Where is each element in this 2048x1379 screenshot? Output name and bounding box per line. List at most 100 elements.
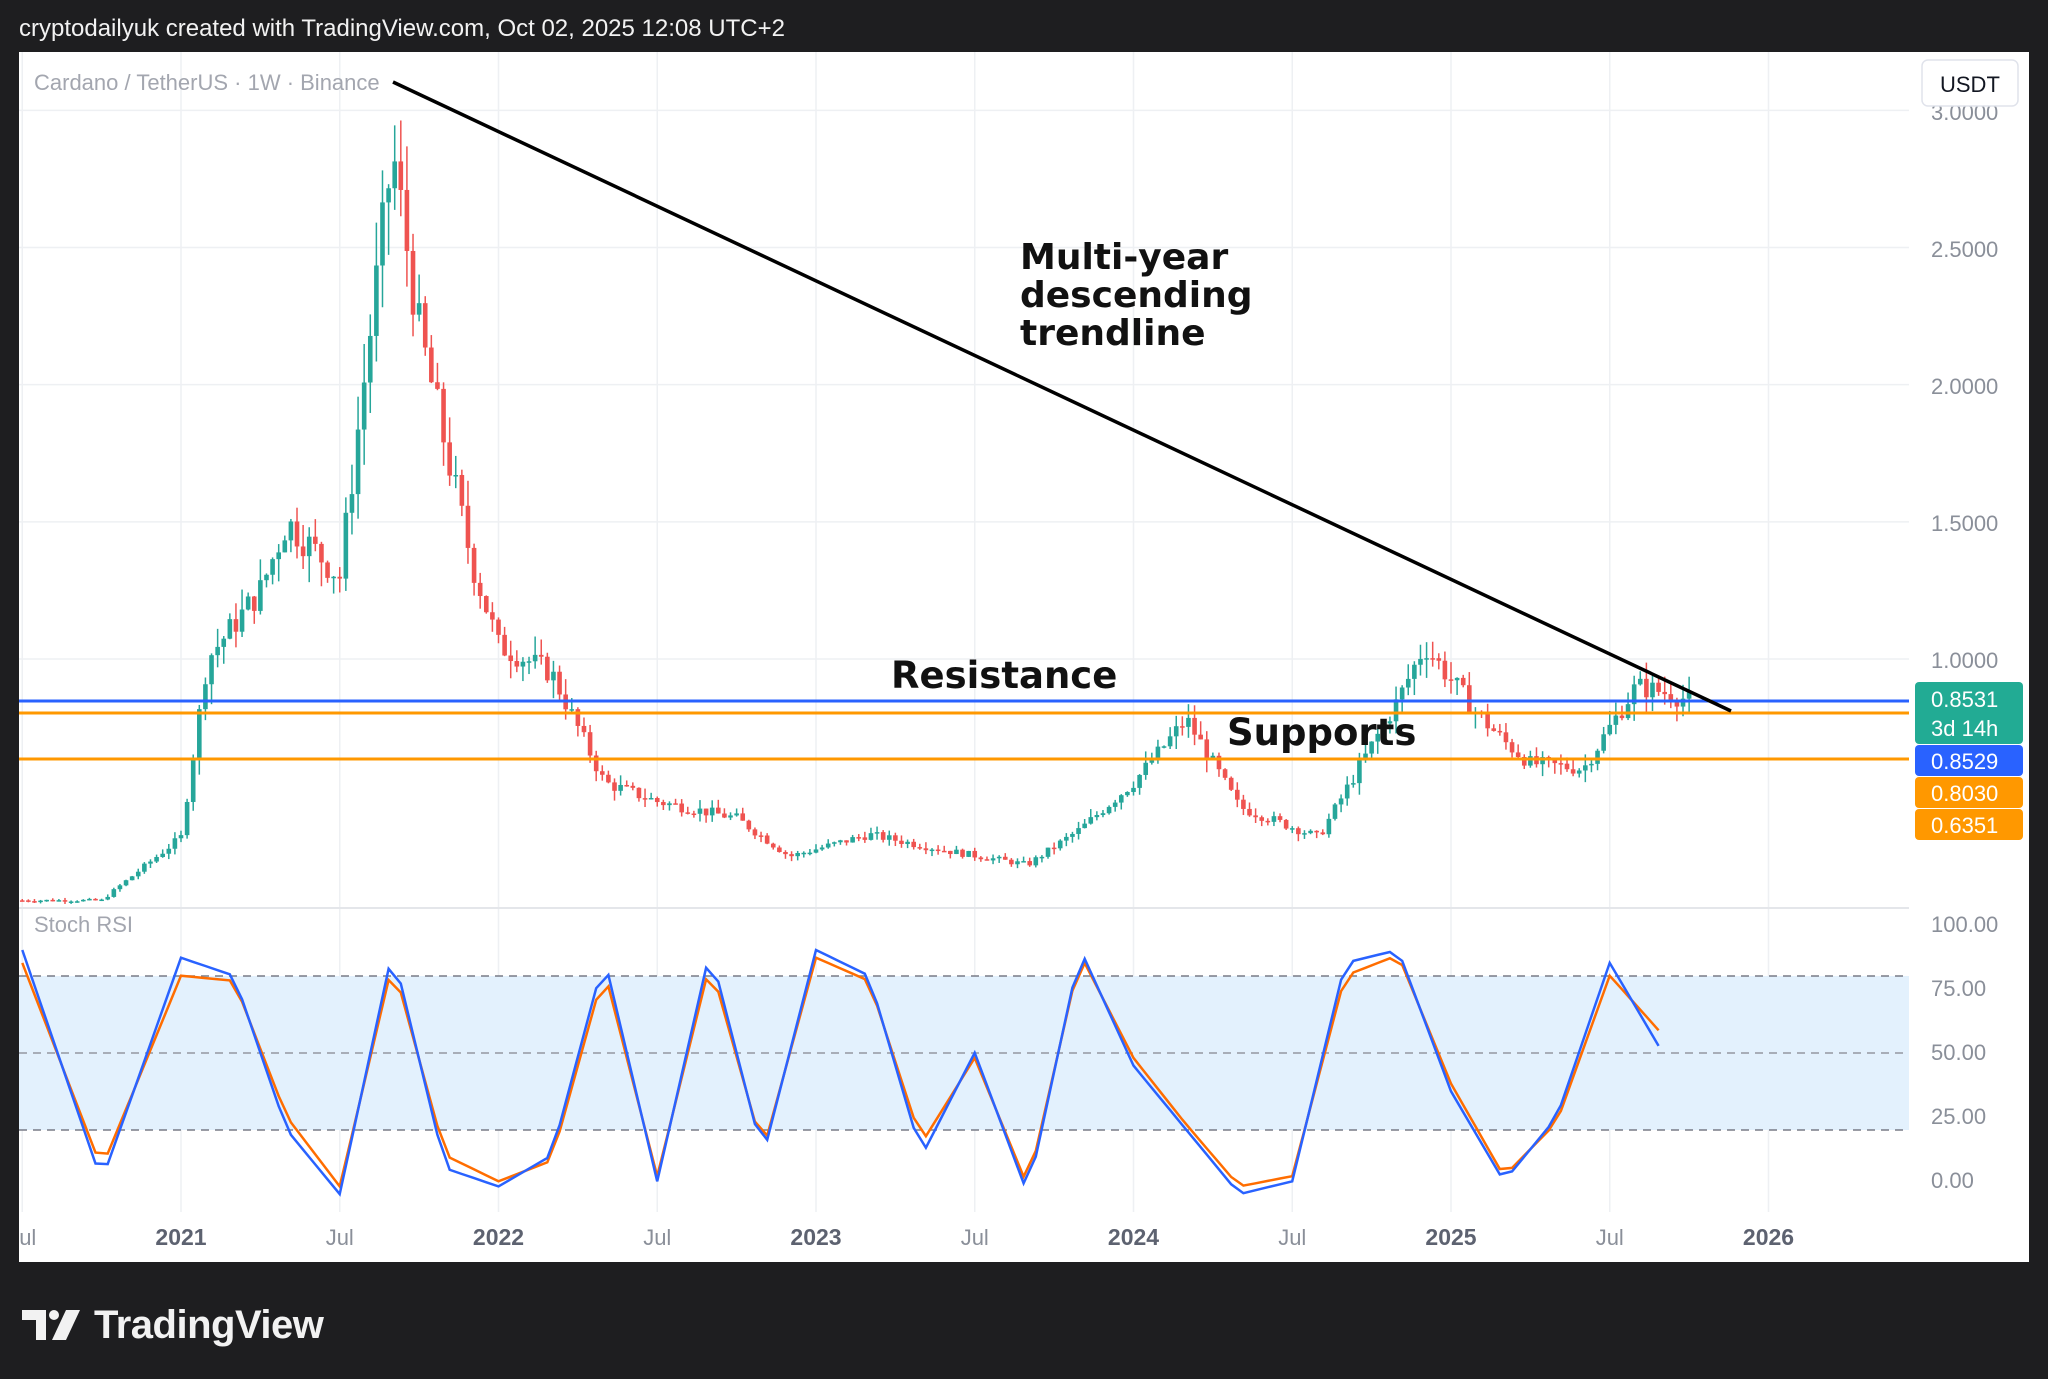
time-axis-label: 2025 [1425,1224,1476,1250]
candle-body [807,852,813,855]
stoch-tick: 100.00 [1931,912,1998,937]
chart-frame: 3.0000 2.5000 2.0000 1.5000 1.0000 100.0… [19,52,2029,1262]
stoch-k-line [21,948,1660,1197]
candle-body [1631,684,1637,705]
candle-body [1601,734,1606,751]
candle-body [1418,658,1423,665]
candle-body [1491,728,1497,731]
candle-body [477,582,483,597]
candle-body [1241,799,1246,809]
supports-annotation: Supports [1227,711,1416,754]
candle-body [81,899,86,902]
last-price: 0.8531 [1931,687,1998,712]
candle-body [1021,861,1026,863]
candle-body [1650,682,1655,698]
candle-body [1521,757,1527,766]
candle-body [294,521,300,547]
candle-body [1332,804,1338,819]
candle-body [795,852,800,857]
candle-body [1253,815,1258,818]
candle-body [1277,816,1283,820]
candle-body [160,853,165,858]
tradingview-logo-text: TradingView [94,1302,324,1347]
candle-body [270,559,275,575]
candle-body [1033,857,1039,866]
candle-body [716,807,721,814]
candle-body [1283,819,1289,829]
candle-body [1369,741,1374,754]
candle-body [941,850,947,853]
trendline-annotation-2: descending [1020,275,1253,316]
candle-body [856,837,862,839]
candle-body [38,900,43,903]
candle-body [1106,806,1112,814]
candle-body [618,784,623,791]
tradingview-logo: TradingView [22,1300,324,1350]
last-price-tag: 0.8531 3d 14h [1915,682,2023,744]
candle-body [893,835,898,841]
candle-body [1125,792,1130,796]
candle-body [954,849,959,855]
candle-body [514,661,520,667]
candle-body [1448,679,1454,681]
candle-body [996,856,1002,859]
time-axis-label: Jul [1278,1225,1306,1250]
candle-body [1289,828,1295,830]
candle-body [1198,734,1203,740]
candle-body [1497,730,1503,733]
candle-body [1314,830,1319,833]
candle-body [87,898,92,901]
candle-body [1442,660,1448,680]
candle-body [282,540,288,553]
candle-body [569,709,575,711]
candle-body [331,576,336,579]
candle-body [404,189,410,251]
candle-body [850,837,855,843]
candle-body [587,732,593,756]
candle-body [465,505,471,548]
candle-body [966,850,971,857]
candle-body [26,900,31,902]
candle-body [599,771,605,775]
candle-body [911,841,916,848]
candle-body [1045,847,1051,857]
time-axis-label: 2023 [790,1224,841,1250]
candle-body [166,848,172,854]
candle-body [105,896,111,900]
candle-body [1576,770,1582,774]
candle-body [1375,733,1381,742]
candle-body [361,382,367,430]
candle-body [1607,724,1613,735]
candle-body [1363,753,1368,761]
time-axis-label: Jul [1596,1225,1624,1250]
candle-body [172,838,178,849]
candle-body [93,898,98,901]
symbol-title: Cardano / TetherUS · 1W · Binance [34,70,380,95]
candle-body [642,798,648,800]
candle-body [56,900,62,902]
candle-body [1308,830,1313,834]
candle-body [264,574,269,581]
candle-body [1320,832,1326,835]
descending-trendline [392,80,1732,713]
candles-layer [19,120,1692,904]
candle-body [209,655,214,685]
candle-body [935,849,941,852]
candle-body [1424,658,1429,660]
candle-body [654,798,660,803]
candle-body [50,899,56,902]
trendline-annotation-1: Multi-year [1020,237,1228,278]
candle-body [520,661,526,667]
candle-body [1393,699,1399,722]
candle-body [203,684,208,710]
candle-body [1143,762,1149,775]
candle-body [1515,752,1521,758]
candle-body [300,546,306,557]
candle-body [905,841,910,844]
candle-body [1216,755,1222,770]
candle-body [251,596,257,611]
candle-body [1405,678,1411,688]
currency-button[interactable]: USDT [1921,59,2019,107]
candle-body [32,901,37,903]
candle-body [1100,813,1106,816]
